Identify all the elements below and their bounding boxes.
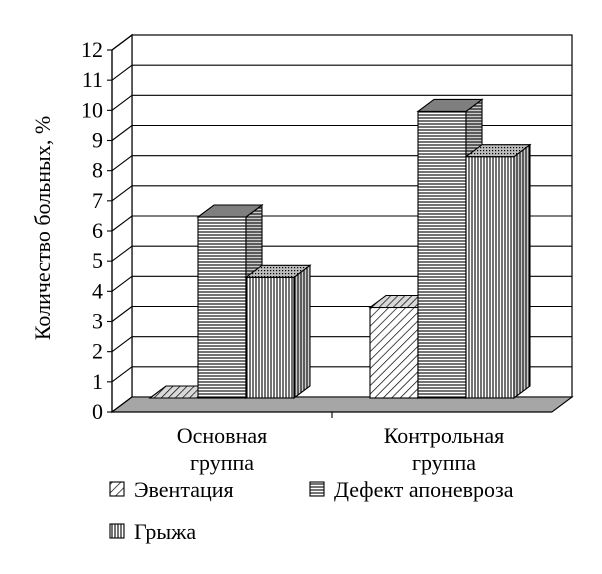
y-tick-label: 7 [92, 188, 103, 213]
y-tick-label: 2 [92, 339, 103, 364]
side-gridline [111, 94, 133, 111]
side-gridline [111, 275, 133, 292]
y-axis-label: Количество больных, % [30, 116, 55, 340]
y-tick-label: 12 [81, 37, 103, 62]
legend-label: Грыжа [134, 519, 196, 544]
floor [110, 396, 574, 413]
bar-top [464, 144, 532, 158]
y-tick-label: 9 [92, 128, 103, 153]
y-tick-label: 4 [92, 278, 103, 303]
y-tick-label: 11 [82, 67, 103, 92]
bar-front [369, 306, 419, 399]
y-tick-label: 0 [92, 399, 103, 424]
bar-top [416, 98, 484, 112]
legend-swatch [309, 481, 325, 497]
side-gridline [111, 155, 133, 172]
bar-3-2 [464, 143, 532, 400]
legend-item: Дефект апоневроза [309, 477, 514, 502]
legend-item: Эвентация [109, 477, 234, 502]
y-tick-label: 1 [92, 369, 103, 394]
bar-front [197, 216, 247, 399]
bar-front [417, 110, 467, 399]
bar-front [465, 156, 515, 399]
bars [148, 98, 532, 400]
category-label: Контрольная группа [384, 423, 505, 475]
legend-label: Эвентация [134, 477, 234, 502]
side-gridline [111, 64, 133, 81]
category-labels: Основная группа Контрольная группа [177, 423, 505, 475]
legend-swatch [109, 523, 125, 539]
side-gridline [111, 366, 133, 383]
y-tick-label: 8 [92, 158, 103, 183]
bar-3-1 [244, 264, 312, 400]
y-tick-label: 3 [92, 309, 103, 334]
side-gridline [111, 245, 133, 262]
legend-item: Грыжа [109, 519, 196, 544]
bar-top [244, 264, 312, 278]
bar-front [245, 276, 295, 399]
side-gridline [111, 34, 133, 51]
bar-side [293, 264, 311, 400]
chart-floor [110, 396, 574, 418]
legend: Эвентация Дефект апоневроза Грыжа [109, 477, 514, 544]
y-tick-label: 5 [92, 248, 103, 273]
bar-top [196, 204, 264, 218]
side-gridline [111, 336, 133, 353]
category-label: Основная группа [177, 423, 267, 475]
legend-label: Дефект апоневроза [334, 477, 514, 502]
y-tick-label: 10 [81, 97, 103, 122]
bar-side [513, 143, 531, 400]
legend-swatch [109, 481, 125, 497]
side-gridline [111, 185, 133, 202]
side-gridline [111, 215, 133, 232]
y-tick-label: 6 [92, 218, 103, 243]
side-gridline [111, 306, 133, 322]
side-gridline [111, 125, 133, 141]
